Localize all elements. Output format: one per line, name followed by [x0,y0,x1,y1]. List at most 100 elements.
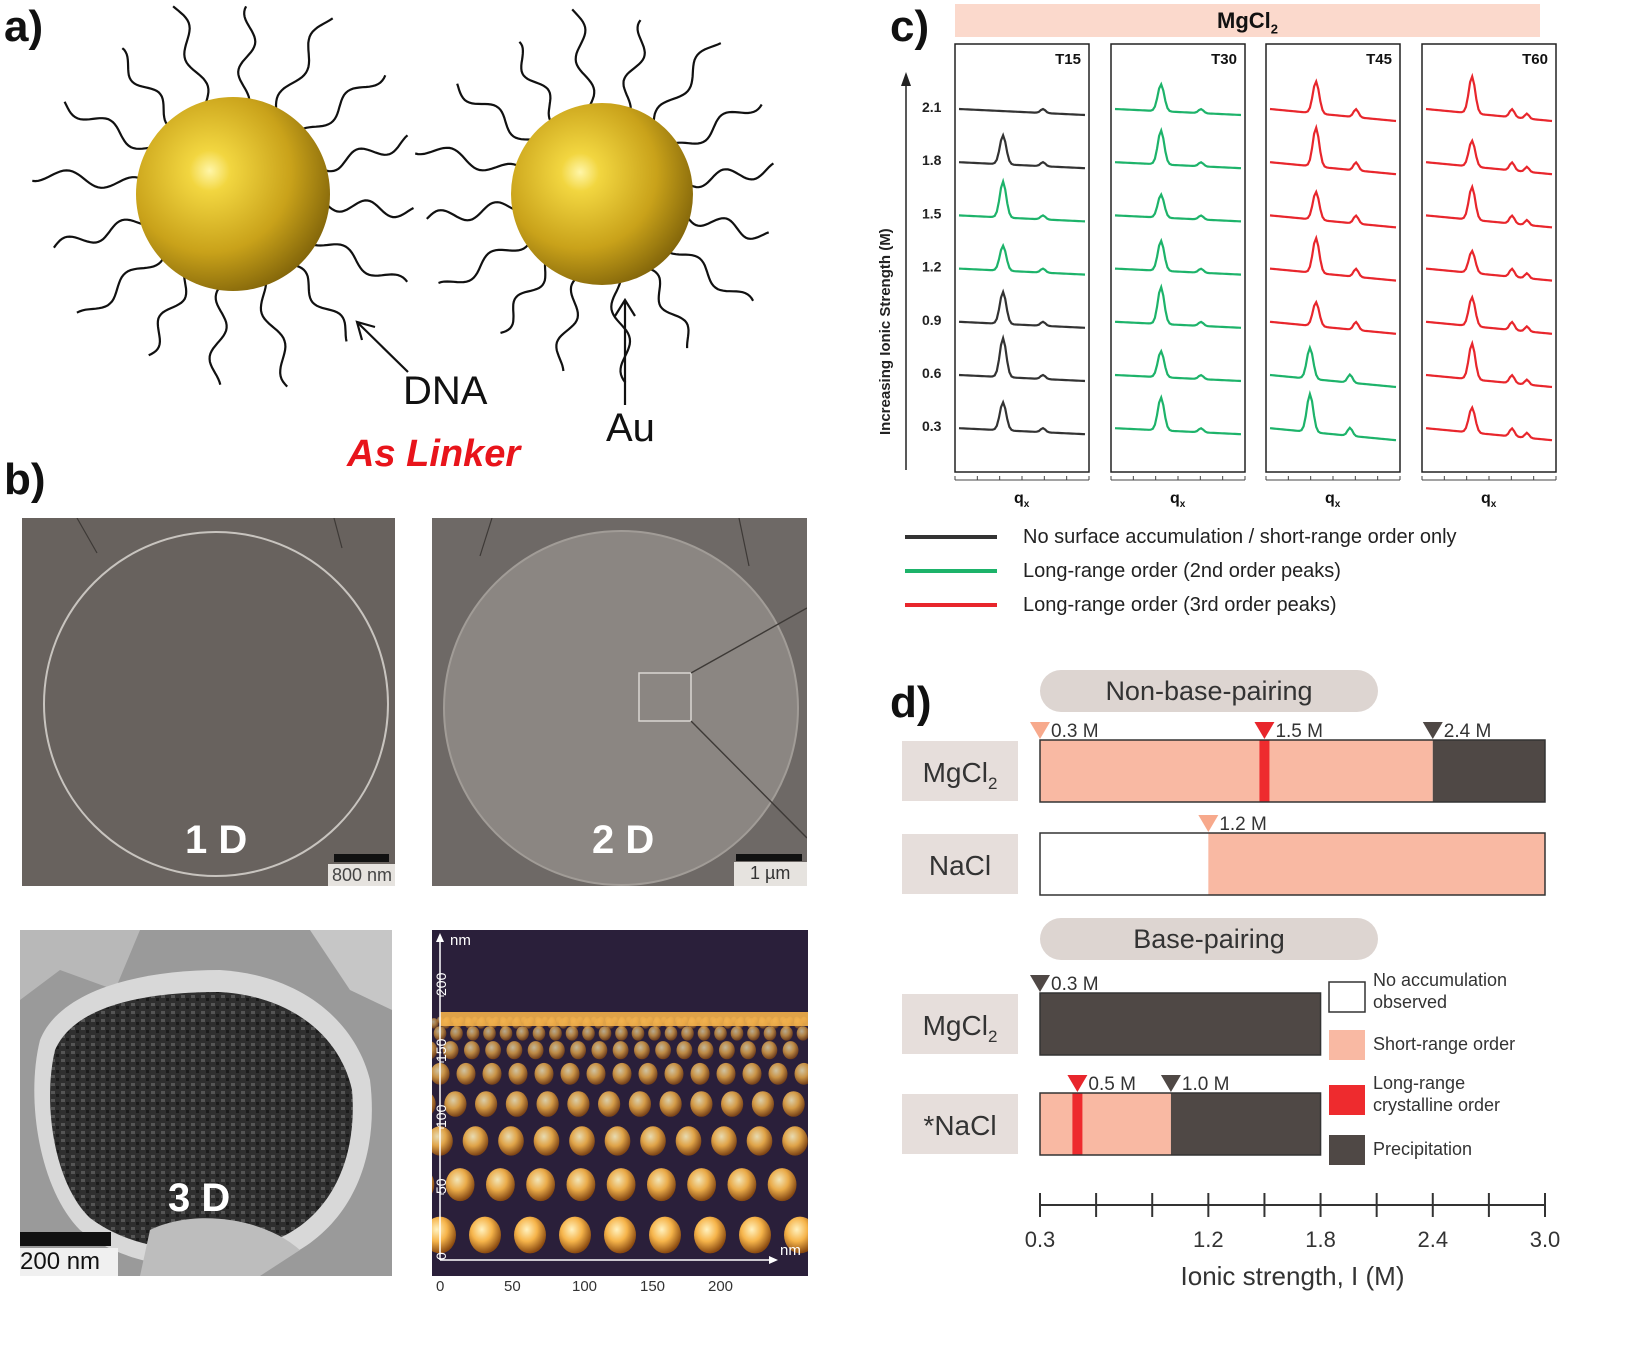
dna-strand [571,8,596,109]
row-label: *NaCl [923,1110,996,1141]
lattice-particle [604,1126,631,1156]
lattice-particle [782,1126,808,1156]
state-segment [1170,1093,1321,1155]
lattice-particle [505,1091,528,1117]
lattice-particle [598,1091,621,1117]
dna-strand [610,278,632,384]
lattice-particle [796,1026,808,1041]
y-level-label: 0.6 [922,365,942,381]
spectrum-line [1425,404,1553,442]
spectrum-line [958,177,1086,223]
spectrum-line [1114,192,1242,223]
group-title: Base-pairing [1133,924,1285,954]
plot-x-tick-label: 100 [572,1278,598,1295]
lattice-particle [566,1168,596,1202]
dna-strand [438,241,531,285]
lattice-particle [767,1168,797,1202]
spectrum-line [1269,299,1397,335]
y-level-label: 2.1 [922,99,942,115]
y-level-label: 1.2 [922,259,942,275]
dna-arrow [355,320,409,373]
plot-y-unit: nm [450,932,471,949]
lattice-particle [714,1026,727,1041]
lattice-particle [655,1041,671,1060]
dna-strand [622,19,646,112]
lattice-particle [784,1216,808,1254]
lattice-particle [582,1026,595,1041]
lattice-particle [763,1026,777,1041]
lattice-particle [761,1041,778,1060]
threshold-marker [1422,722,1443,739]
lattice-particle [604,1216,636,1254]
plot-y-tick-label: 150 [433,1038,449,1062]
scale-label-1d: 800 nm [332,865,393,885]
spectrum-line [958,107,1086,117]
scale-bar-1d [334,854,389,862]
lattice-particle [508,1062,528,1085]
legend-swatch [1329,1030,1365,1060]
dna-strand [148,273,188,357]
spectrum-line [1269,234,1397,282]
lattice-particle [532,1026,546,1041]
dna-strand [652,42,722,124]
threshold-label: 1.0 M [1182,1074,1230,1095]
lattice-particle [648,1026,661,1041]
legend-label: Short-range order [1373,1034,1515,1054]
lattice-particle [483,1026,496,1041]
spectra-column-frame [954,43,1090,473]
panel-c-letter: c) [890,2,930,51]
lattice-particle [615,1026,628,1041]
threshold-label: 0.3 M [1051,721,1099,742]
dna-strand [667,250,755,302]
lattice-particle [782,1041,799,1060]
lattice-particle [533,1126,560,1156]
dna-strand [673,103,763,145]
lattice-particle [536,1091,559,1117]
lattice-particle [664,1062,684,1085]
state-bar-border [1039,739,1546,803]
panel-a-letter: a) [4,2,44,51]
threshold-marker [1030,722,1050,739]
lattice-particle [606,1168,636,1202]
scale-label-bg-3d [20,1248,118,1276]
lattice-particle [746,1126,773,1156]
threshold-label: 1.2 M [1219,814,1267,835]
plot-y-tick-label: 0 [433,1252,449,1260]
spectrum-line [1114,283,1242,329]
panel-c-header: MgCl2 [955,4,1540,37]
dna-strand [647,266,690,349]
plot-x-tick-label: 50 [504,1278,521,1295]
spectrum-line [1269,389,1397,442]
dna-label: DNA [403,369,488,413]
row-label: NaCl [929,850,991,881]
row-label-box [902,1094,1018,1154]
lattice-particle [456,1062,476,1085]
lattice-particle [697,1026,711,1041]
lattice-particle [634,1041,650,1060]
y-level-label: 1.8 [922,152,942,168]
lattice-particle [768,1062,788,1085]
lattice-particle [527,1041,544,1060]
lattice-particle [534,1062,554,1085]
lattice-particle [432,1041,438,1059]
lattice-particle [432,1018,439,1029]
legend-line-swatch [905,535,997,539]
dna-strand [518,41,553,124]
lattice-particle [721,1091,744,1117]
sem-image-3d: 3 D 200 nm [20,930,392,1276]
lattice-particle [499,1026,513,1041]
dna-strands-left [32,5,415,388]
spectra-column-frame [1110,43,1246,473]
lattice-particle [612,1062,632,1085]
label-2d: 2 D [592,818,655,862]
spectrum-line [1425,72,1553,123]
dna-strand [259,281,289,388]
lattice-particle [751,1091,774,1117]
lattice-particle [598,1026,612,1041]
column-title: T60 [1522,51,1548,68]
lattice-particle [638,1062,658,1085]
dna-strand [555,276,580,372]
threshold-label: 2.4 M [1444,721,1492,742]
panel-d-letter: d) [890,678,932,727]
plot-x-tick-label: 150 [640,1278,666,1295]
